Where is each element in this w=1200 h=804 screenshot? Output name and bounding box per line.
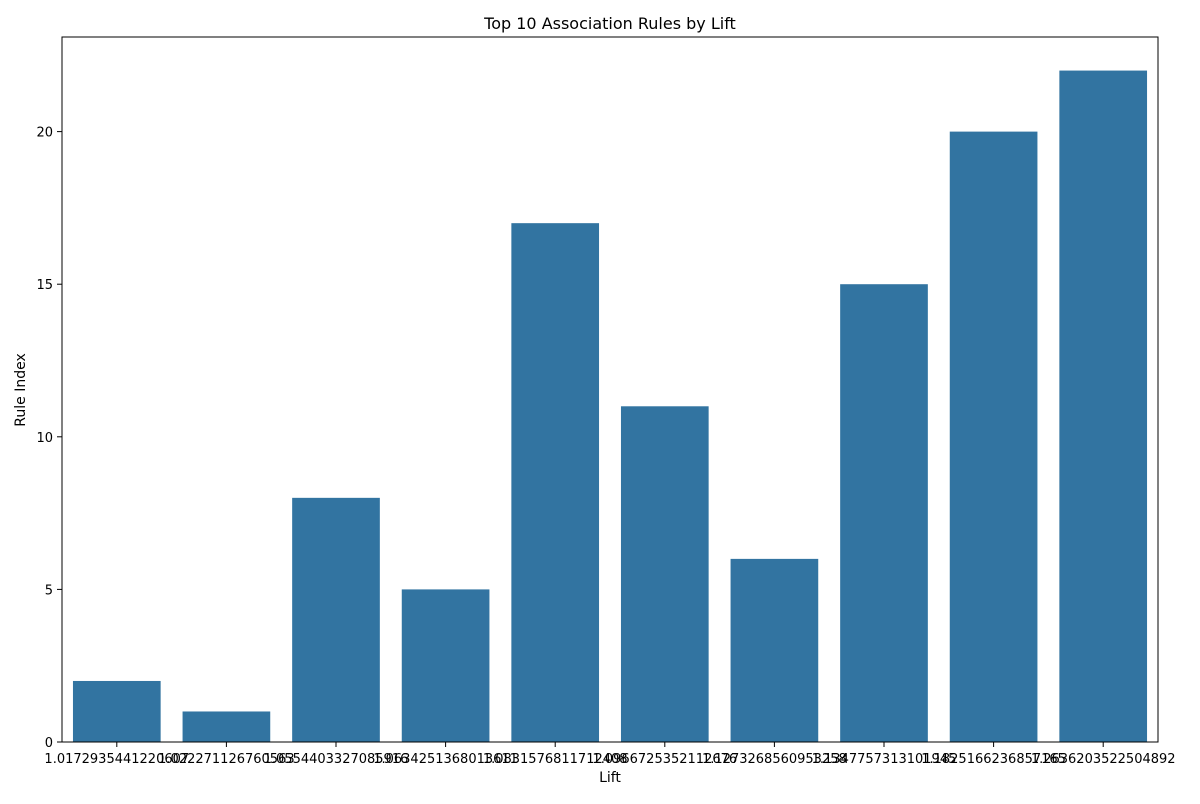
bar-5 bbox=[620, 406, 709, 742]
bar-0 bbox=[72, 680, 161, 742]
x-axis-label: Lift bbox=[599, 770, 621, 786]
x-tick-label: 1.0554403327085916 bbox=[264, 752, 409, 767]
bars-group bbox=[72, 70, 1148, 743]
bar-9 bbox=[1059, 70, 1148, 743]
chart-title: Top 10 Association Rules by Lift bbox=[483, 14, 736, 33]
x-tick-label: 1.022271126760563 bbox=[158, 752, 294, 767]
x-tick-label: 1.1347757313101945 bbox=[812, 752, 957, 767]
x-tick-label: 1.1825166236857165 bbox=[921, 752, 1066, 767]
y-tick-label: 10 bbox=[36, 431, 53, 446]
plot-frame bbox=[61, 36, 1159, 743]
y-tick-label: 0 bbox=[45, 736, 53, 751]
bar-8 bbox=[949, 131, 1038, 743]
y-axis-ticks: 0 5 10 15 20 bbox=[36, 126, 62, 751]
bar-3 bbox=[401, 589, 490, 742]
bar-2 bbox=[292, 497, 380, 742]
y-tick-label: 20 bbox=[36, 126, 53, 141]
x-axis-ticks: 1.01729354412206071.0222711267605631.055… bbox=[44, 742, 1176, 767]
x-tick-label: 1.0966725352112676 bbox=[592, 752, 737, 767]
y-tick-label: 5 bbox=[45, 583, 53, 598]
bar-4 bbox=[511, 223, 600, 743]
bar-1 bbox=[182, 711, 271, 742]
y-tick-label: 15 bbox=[36, 278, 53, 293]
x-tick-label: 1.1273268560953258 bbox=[702, 752, 847, 767]
bar-7 bbox=[840, 284, 928, 742]
x-tick-label: 1.0634251368013611 bbox=[373, 752, 518, 767]
x-tick-label: 1.2636203522504892 bbox=[1031, 752, 1176, 767]
y-axis-label: Rule Index bbox=[13, 353, 29, 426]
bar-6 bbox=[730, 558, 819, 742]
x-tick-label: 1.0172935441220607 bbox=[44, 752, 189, 767]
x-tick-label: 1.0831576811712408 bbox=[483, 752, 628, 767]
